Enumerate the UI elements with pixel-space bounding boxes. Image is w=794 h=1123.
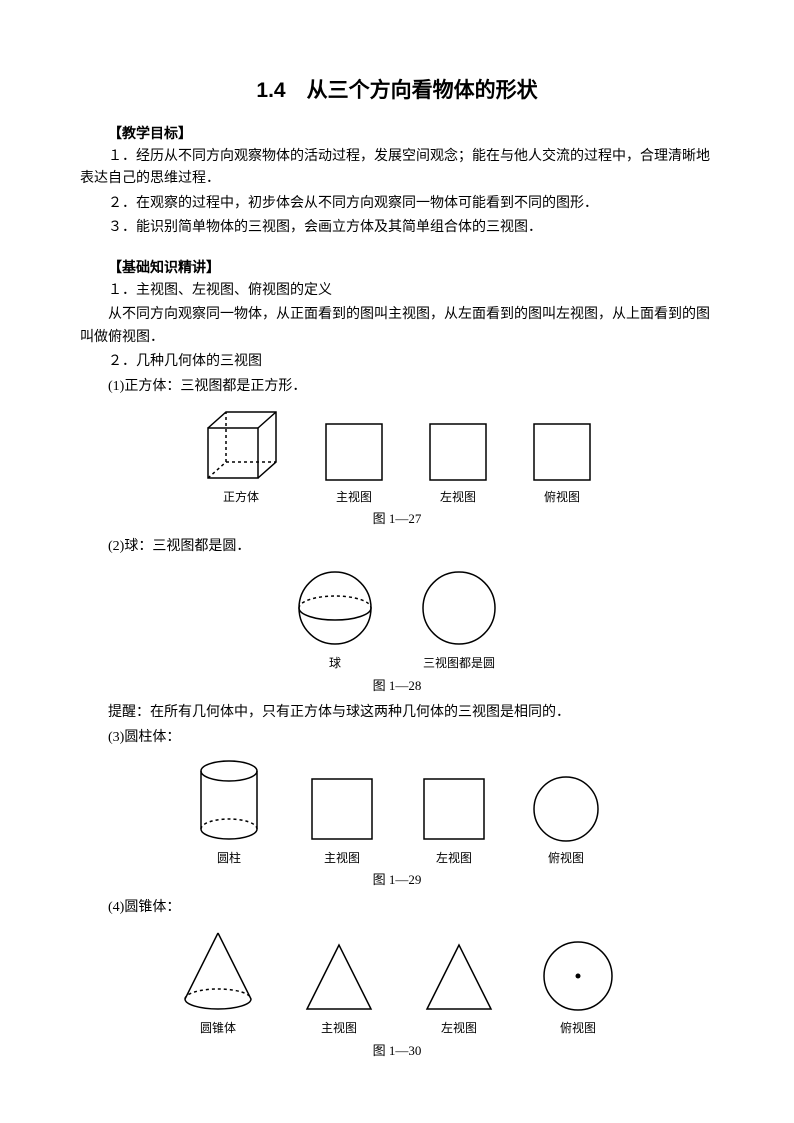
cube-front-view-icon: 主视图 <box>322 420 386 507</box>
fig2-caption: 图 1—28 <box>80 676 714 697</box>
goal-1: １．经历从不同方向观察物体的活动过程，发展空间观念；能在与他人交流的过程中，合理… <box>80 146 714 191</box>
fig4-caption: 图 1—30 <box>80 1041 714 1062</box>
cone-top-view-icon: 俯视图 <box>539 937 617 1038</box>
cylinder-top-view-icon: 俯视图 <box>530 773 602 868</box>
section-header-basics: 【基础知识精讲】 <box>80 256 714 278</box>
goal-3: ３．能识别简单物体的三视图，会画立方体及其简单组合体的三视图． <box>80 217 714 239</box>
fig-label: 正方体 <box>223 488 259 507</box>
fig1-caption: 图 1—27 <box>80 509 714 530</box>
cube-left-view-icon: 左视图 <box>426 420 490 507</box>
cylinder-left-view-icon: 左视图 <box>418 773 490 868</box>
sec-b: (2)球：三视图都是圆． <box>80 536 714 558</box>
fig-label: 主视图 <box>324 849 360 868</box>
sphere-view-icon: 三视图都是圆 <box>417 566 501 673</box>
cube-top-view-icon: 俯视图 <box>530 420 594 507</box>
cylinder-front-view-icon: 主视图 <box>306 773 378 868</box>
fig-label: 主视图 <box>336 488 372 507</box>
figure-1-30: 圆锥体 主视图 左视图 俯视图 <box>80 927 714 1038</box>
cone-3d-icon: 圆锥体 <box>177 927 259 1038</box>
sec-a: (1)正方体：三视图都是正方形． <box>80 376 714 398</box>
page-title: 1.4 从三个方向看物体的形状 <box>80 74 714 108</box>
sec-c: (3)圆柱体： <box>80 727 714 749</box>
fig-label: 俯视图 <box>544 488 580 507</box>
sphere-3d-icon: 球 <box>293 566 377 673</box>
fig-label: 主视图 <box>321 1019 357 1038</box>
cone-left-view-icon: 左视图 <box>419 937 499 1038</box>
fig-label: 左视图 <box>441 1019 477 1038</box>
item2-title: ２．几种几何体的三视图 <box>80 351 714 373</box>
section-header-goals: 【教学目标】 <box>80 122 714 144</box>
fig-label: 俯视图 <box>560 1019 596 1038</box>
figure-1-28: 球 三视图都是圆 <box>80 566 714 673</box>
fig-label: 左视图 <box>436 849 472 868</box>
fig-label: 俯视图 <box>548 849 584 868</box>
fig-label: 左视图 <box>440 488 476 507</box>
cube-3d-icon: 正方体 <box>200 406 282 507</box>
sec-d: (4)圆锥体： <box>80 897 714 919</box>
fig-label: 圆锥体 <box>200 1019 236 1038</box>
fig3-caption: 图 1—29 <box>80 870 714 891</box>
note-text: 提醒：在所有几何体中，只有正方体与球这两种几何体的三视图是相同的． <box>80 702 714 724</box>
fig-label: 球 <box>329 654 341 673</box>
cone-front-view-icon: 主视图 <box>299 937 379 1038</box>
fig-label: 圆柱 <box>217 849 241 868</box>
fig-label: 三视图都是圆 <box>423 654 495 673</box>
cylinder-3d-icon: 圆柱 <box>192 757 266 868</box>
item1-title: １．主视图、左视图、俯视图的定义 <box>80 280 714 302</box>
figure-1-29: 圆柱 主视图 左视图 俯视图 <box>80 757 714 868</box>
item1-body: 从不同方向观察同一物体，从正面看到的图叫主视图，从左面看到的图叫左视图，从上面看… <box>80 304 714 349</box>
figure-1-27: 正方体 主视图 左视图 俯视图 <box>80 406 714 507</box>
goal-2: ２．在观察的过程中，初步体会从不同方向观察同一物体可能看到不同的图形． <box>80 193 714 215</box>
